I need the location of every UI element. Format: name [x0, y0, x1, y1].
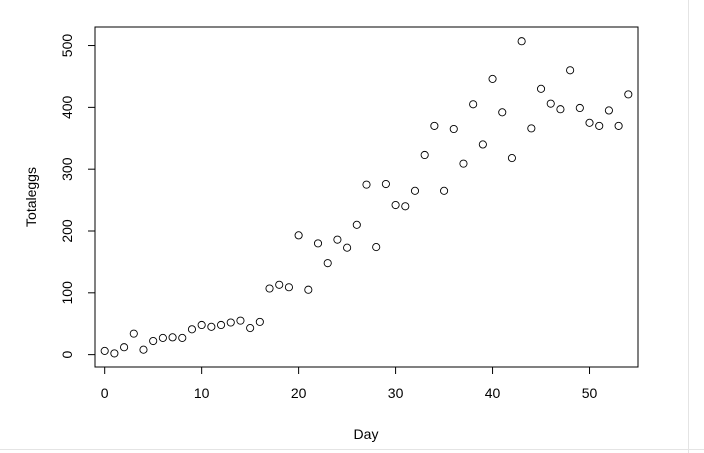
data-point — [459, 159, 468, 168]
x-tick-label: 50 — [582, 385, 598, 401]
data-point — [498, 108, 507, 117]
data-point — [187, 325, 197, 334]
y-tick-label: 200 — [59, 219, 75, 243]
data-point — [197, 320, 206, 330]
data-point — [168, 333, 177, 342]
data-point — [149, 336, 158, 346]
data-point — [614, 121, 623, 130]
data-point — [624, 90, 633, 99]
x-tick-label: 10 — [194, 385, 210, 401]
data-point — [488, 74, 497, 83]
y-axis: 0 100 200 300 400 500 — [59, 34, 96, 359]
data-point — [595, 121, 604, 130]
data-point — [323, 259, 332, 268]
data-point — [265, 284, 274, 293]
x-tick-label: 0 — [101, 385, 109, 401]
data-points — [100, 37, 633, 358]
data-point — [517, 37, 526, 46]
data-point — [100, 346, 109, 355]
data-point — [217, 320, 226, 330]
data-point — [527, 124, 536, 133]
data-point — [236, 316, 245, 325]
data-point — [304, 285, 313, 294]
data-point — [178, 333, 187, 342]
data-point — [139, 345, 148, 354]
data-point — [478, 140, 487, 149]
plot-frame — [94, 26, 639, 368]
data-point — [372, 243, 381, 252]
y-axis-title: Totaleggs — [23, 167, 39, 227]
data-point — [556, 105, 565, 114]
data-point — [381, 179, 390, 189]
data-point — [391, 200, 400, 210]
data-point — [469, 100, 478, 109]
x-tick-label: 40 — [485, 385, 501, 401]
x-tick-label: 20 — [291, 385, 307, 401]
y-tick-label: 300 — [59, 157, 75, 181]
x-axis-title: Day — [354, 426, 379, 442]
data-point — [449, 124, 458, 134]
data-point — [546, 99, 555, 108]
data-point — [158, 333, 167, 342]
data-point — [420, 150, 429, 160]
data-point — [430, 121, 439, 130]
data-point — [246, 324, 255, 333]
pane-bottom-border — [0, 449, 704, 450]
data-point — [313, 239, 323, 248]
y-tick-label: 400 — [59, 95, 75, 119]
x-tick-label: 30 — [388, 385, 404, 401]
data-point — [333, 235, 342, 244]
data-point — [585, 118, 594, 127]
data-point — [362, 180, 371, 189]
data-point — [604, 106, 613, 115]
data-point — [566, 66, 575, 75]
pane-divider — [688, 0, 689, 453]
data-point — [275, 280, 284, 289]
data-point — [352, 220, 361, 229]
data-point — [440, 186, 449, 195]
data-point — [129, 329, 138, 338]
data-point — [410, 186, 420, 195]
data-point — [575, 103, 584, 113]
data-point — [401, 202, 410, 211]
data-point — [343, 243, 352, 252]
data-point — [226, 318, 235, 327]
data-point — [536, 84, 546, 93]
y-tick-label: 100 — [59, 281, 75, 305]
data-point — [284, 283, 293, 292]
x-axis: 0 10 20 30 40 50 — [101, 366, 598, 401]
data-point — [255, 317, 264, 326]
data-point — [120, 343, 129, 352]
data-point — [207, 322, 216, 331]
data-point — [507, 154, 516, 163]
data-point — [294, 231, 303, 240]
data-point — [110, 349, 119, 358]
y-tick-label: 0 — [59, 351, 75, 359]
y-tick-label: 500 — [59, 34, 75, 58]
